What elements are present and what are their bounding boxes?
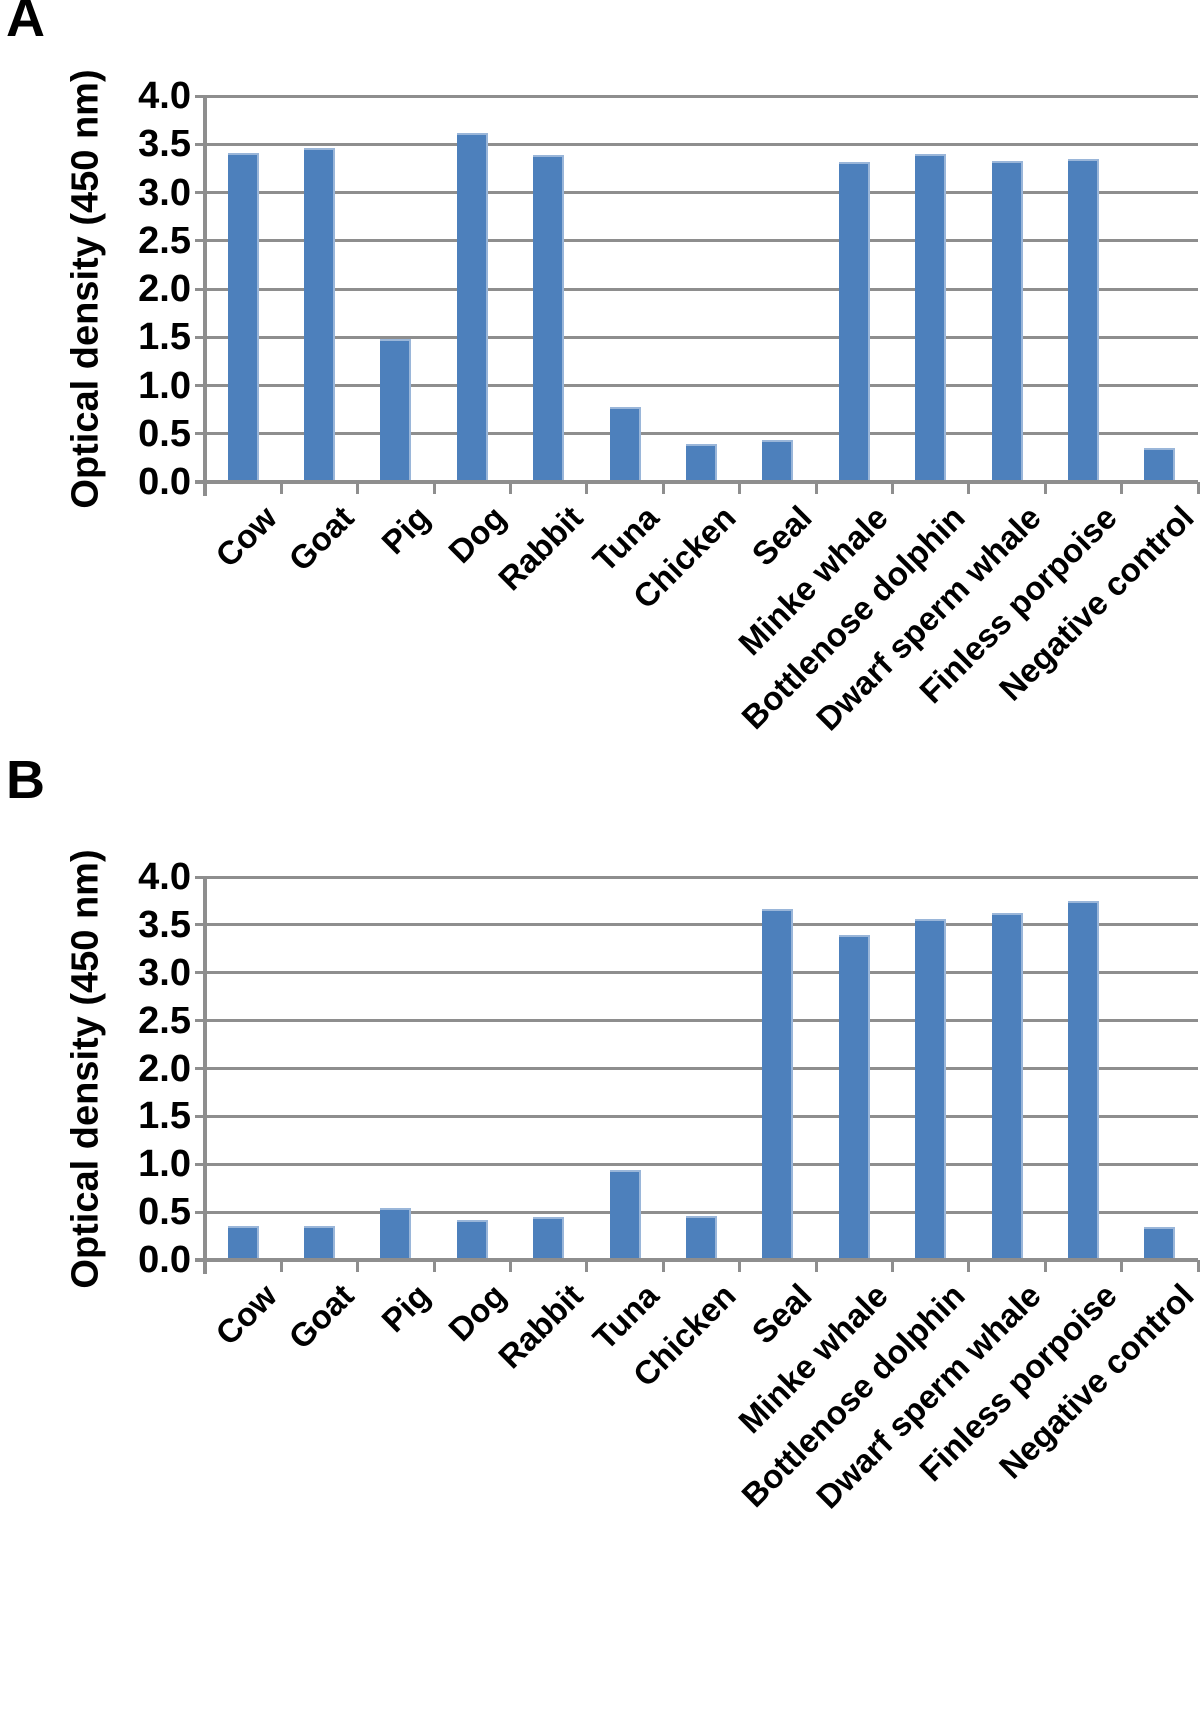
y-tick-label: 3.5 [138, 123, 191, 166]
bar-goat [304, 148, 336, 482]
y-tick-label: 2.0 [138, 1047, 191, 1090]
x-axis-tick [432, 1260, 436, 1272]
bar-finless-porpoise [1067, 900, 1099, 1260]
x-axis-tick [661, 1260, 665, 1272]
x-axis-tick [1043, 1260, 1047, 1272]
gridline [195, 1114, 1198, 1118]
gridline [195, 1019, 1198, 1023]
panel-b-letter: B [6, 750, 45, 810]
x-axis-tick [509, 482, 513, 494]
chart-panel-a: Optical density (450 nm) 0.0 0.5 1.0 1.5 2.0 2… [65, 69, 1200, 737]
y-tick-label: 1.0 [138, 364, 191, 407]
gridline [195, 1162, 1198, 1166]
y-tick-label: 3.0 [138, 171, 191, 214]
y-axis-line [203, 96, 207, 496]
y-tick-label: 3.5 [138, 903, 191, 946]
gridline [195, 191, 1198, 194]
bar-chicken [686, 444, 717, 482]
y-axis-line [203, 877, 207, 1274]
x-axis-tick [585, 1260, 589, 1272]
y-tick-label: 0.0 [138, 1239, 191, 1281]
y-tick-label: 2.5 [138, 999, 191, 1042]
elisa-figure: A Optical density (450 nm) 0.0 0.5 1.0 1.5 2.… [6, 0, 1200, 1516]
bar-dog [456, 1219, 488, 1260]
bar-bottlenose-dolphin [915, 919, 947, 1260]
x-axis-tick [1120, 1260, 1124, 1272]
bar-minke-whale [838, 161, 870, 482]
bar-bottlenose-dolphin [915, 153, 947, 482]
y-tick-label: 0.5 [138, 1191, 191, 1234]
y-tick-label: 4.0 [138, 856, 191, 898]
bar-seal [762, 439, 794, 482]
y-tick-label: 2.5 [138, 219, 191, 262]
x-axis-tick [1196, 482, 1200, 494]
gridline [195, 142, 1198, 146]
gridline [195, 384, 1198, 387]
y-tick-label: 0.5 [138, 412, 191, 455]
bar-dog [456, 132, 488, 482]
bar-tuna [609, 1169, 641, 1260]
bar-cow [227, 1225, 259, 1260]
x-axis-tick [509, 1260, 513, 1272]
x-axis-tick [967, 482, 971, 494]
bar-pig [380, 339, 412, 482]
gridline [195, 971, 1198, 975]
y-tick-label: 0.0 [138, 461, 191, 503]
gridline [195, 875, 1198, 879]
x-axis-tick [1120, 482, 1124, 494]
bar-seal [762, 908, 794, 1260]
y-tick-label: 4.0 [138, 75, 191, 117]
x-axis-tick [203, 482, 207, 494]
x-axis-tick [967, 1260, 971, 1272]
chart-panel-b: Optical density (450 nm) 0.0 0.5 1.0 1.5 2.0 2… [65, 849, 1200, 1516]
bar-rabbit [533, 1216, 565, 1260]
gridline [195, 923, 1198, 927]
x-axis-tick [661, 482, 665, 494]
x-axis-line [195, 480, 1198, 484]
x-axis-tick [1043, 482, 1047, 494]
x-axis-tick [432, 482, 436, 494]
bar-negative-control [1144, 1227, 1176, 1260]
x-axis-line [195, 1258, 1198, 1262]
bar-dwarf-sperm-whale [991, 913, 1023, 1260]
x-axis-tick [279, 482, 283, 494]
gridline [195, 287, 1198, 291]
x-axis-tick [814, 482, 818, 494]
x-axis-tick [356, 482, 360, 494]
x-axis-tick [279, 1260, 283, 1272]
bar-goat [304, 1226, 336, 1260]
x-axis-tick [1196, 1260, 1200, 1272]
x-axis-tick [356, 1260, 360, 1272]
x-axis-tick [814, 1260, 818, 1272]
x-axis-tick [203, 1260, 207, 1272]
gridline [195, 1210, 1198, 1214]
x-axis-tick [890, 1260, 894, 1272]
gridline [195, 1067, 1198, 1070]
gridline [195, 335, 1198, 339]
bar-pig [380, 1208, 412, 1260]
gridline [195, 239, 1198, 243]
x-axis-tick [585, 482, 589, 494]
bar-finless-porpoise [1067, 158, 1099, 482]
bar-tuna [609, 406, 641, 482]
x-axis-tick [738, 482, 742, 494]
x-axis-tick [738, 1260, 742, 1272]
panel-a-letter: A [6, 0, 45, 48]
bar-cow [227, 152, 259, 482]
bar-dwarf-sperm-whale [991, 160, 1023, 482]
y-tick-label: 3.0 [138, 951, 191, 994]
bar-rabbit [533, 154, 565, 482]
y-tick-label: 1.0 [138, 1143, 191, 1186]
x-axis-tick [890, 482, 894, 494]
bar-chicken [686, 1215, 717, 1260]
bar-minke-whale [838, 935, 870, 1260]
gridline [195, 94, 1198, 98]
y-tick-label: 1.5 [138, 316, 191, 359]
bar-negative-control [1144, 448, 1176, 482]
y-tick-label: 1.5 [138, 1095, 191, 1138]
y-tick-label: 2.0 [138, 268, 191, 310]
gridline [195, 432, 1198, 436]
